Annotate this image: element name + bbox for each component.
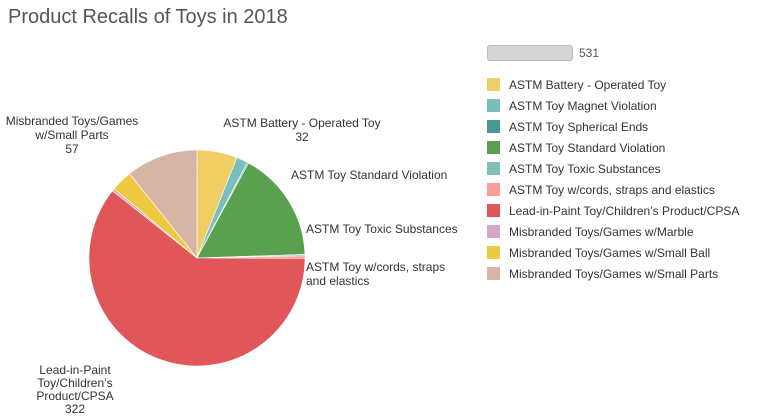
label-name: Misbranded Toys/Games w/Small Parts: [5, 114, 139, 142]
legend-swatch: [487, 183, 500, 196]
legend-label: ASTM Toy Toxic Substances: [509, 161, 661, 176]
legend-swatch: [487, 120, 500, 133]
label-name: ASTM Battery - Operated Toy: [223, 116, 381, 130]
legend-item[interactable]: ASTM Battery - Operated Toy: [487, 74, 764, 95]
legend-swatch: [487, 162, 500, 175]
legend-item[interactable]: ASTM Toy Spherical Ends: [487, 116, 764, 137]
label-value: 322: [64, 402, 86, 416]
legend-label: ASTM Toy Spherical Ends: [509, 119, 649, 134]
label-name: ASTM Toy Standard Violation: [291, 168, 448, 182]
legend-item[interactable]: ASTM Toy w/cords, straps and elastics: [487, 179, 764, 200]
size-legend: 531: [487, 44, 764, 62]
chart-title: Product Recalls of Toys in 2018: [8, 6, 288, 28]
legend-label: ASTM Toy w/cords, straps and elastics: [509, 182, 715, 197]
size-total: 531: [579, 46, 600, 60]
label-value: 32: [295, 130, 309, 144]
label-value: 57: [65, 142, 79, 156]
label-name: ASTM Toy Toxic Substances: [306, 222, 458, 236]
legend-label: ASTM Battery - Operated Toy: [509, 77, 667, 92]
size-bar: [487, 45, 573, 61]
legend-swatch: [487, 267, 500, 280]
label-battery: ASTM Battery - Operated Toy 32: [212, 116, 392, 144]
label-lead-paint: Lead-in-Paint Toy/Children’s Product/CPS…: [2, 364, 148, 416]
legend-swatch: [487, 141, 500, 154]
pie-slice[interactable]: [196, 162, 306, 259]
legend-label: ASTM Toy Standard Violation: [509, 140, 666, 155]
label-cords: ASTM Toy w/cords, straps and elastics: [306, 260, 466, 288]
pie-chart: [88, 149, 306, 367]
label-name: ASTM Toy w/cords, straps and elastics: [306, 260, 446, 288]
label-name: Lead-in-Paint Toy/Children’s Product/CPS…: [36, 363, 114, 403]
legend-item[interactable]: Lead-in-Paint Toy/Children’s Product/CPS…: [487, 200, 764, 221]
label-toxic: ASTM Toy Toxic Substances: [306, 222, 466, 236]
legend-label: Misbranded Toys/Games w/Marble: [509, 224, 694, 239]
legend-swatch: [487, 99, 500, 112]
legend-label: Lead-in-Paint Toy/Children’s Product/CPS…: [509, 203, 740, 218]
legend-swatch: [487, 225, 500, 238]
label-standard-violation: ASTM Toy Standard Violation: [291, 168, 466, 182]
legend-item[interactable]: Misbranded Toys/Games w/Small Parts: [487, 263, 764, 284]
legend: 531 ASTM Battery - Operated Toy ASTM Toy …: [487, 44, 764, 284]
legend-item[interactable]: Misbranded Toys/Games w/Marble: [487, 221, 764, 242]
legend-item[interactable]: ASTM Toy Toxic Substances: [487, 158, 764, 179]
legend-label: ASTM Toy Magnet Violation: [509, 98, 657, 113]
legend-items: ASTM Battery - Operated Toy ASTM Toy Magn…: [487, 74, 764, 284]
legend-swatch: [487, 246, 500, 259]
legend-swatch: [487, 78, 500, 91]
legend-swatch: [487, 204, 500, 217]
legend-item[interactable]: ASTM Toy Magnet Violation: [487, 95, 764, 116]
legend-label: Misbranded Toys/Games w/Small Parts: [509, 266, 719, 281]
legend-label: Misbranded Toys/Games w/Small Ball: [509, 245, 711, 260]
legend-item[interactable]: ASTM Toy Standard Violation: [487, 137, 764, 158]
pie-slice[interactable]: [129, 149, 198, 259]
label-small-parts: Misbranded Toys/Games w/Small Parts 57: [2, 114, 142, 156]
pie-slice[interactable]: [88, 190, 306, 367]
legend-item[interactable]: Misbranded Toys/Games w/Small Ball: [487, 242, 764, 263]
